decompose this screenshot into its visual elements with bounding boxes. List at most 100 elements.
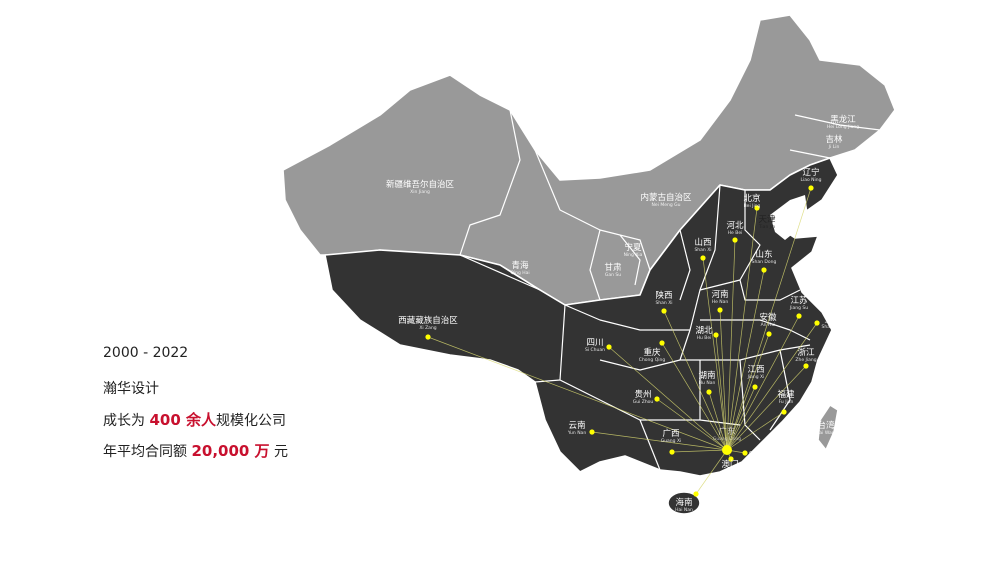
- region-name-en: Xi Zang: [419, 325, 437, 331]
- region-name-cn: 福建: [777, 390, 795, 400]
- location-dot-liaoning: [808, 185, 814, 191]
- region-name-cn: 青海: [511, 261, 529, 271]
- region-name-en: He Bei: [727, 230, 743, 236]
- region-label-shanxi: 山西 Shan Xi: [694, 239, 711, 253]
- hainan-island: [667, 491, 701, 515]
- region-label-jilin: 吉林 Ji Lin: [825, 136, 842, 150]
- connector-line-xizang: [427, 336, 728, 451]
- region-label-xizang: 西藏藏族自治区 Xi Zang: [398, 317, 458, 331]
- location-dot-jiangsu: [796, 313, 802, 319]
- connector-line-henan: [719, 309, 728, 451]
- region-name-cn: 贵州: [634, 390, 652, 400]
- province-borders: [459, 109, 881, 471]
- region-name-cn: 西藏藏族自治区: [398, 316, 458, 326]
- region-label-guizhou: 贵州 Gui Zhou: [633, 391, 654, 405]
- region-label-shandong: 山东 Shan Dong: [752, 251, 777, 265]
- region-name-cn: 广西: [662, 429, 680, 439]
- region-name-cn: 浙江: [797, 348, 815, 358]
- region-name-en: Jiang Su: [789, 305, 809, 311]
- region-name-en: Zhe Jiang: [795, 357, 817, 363]
- location-dot-jiangxi: [752, 384, 758, 390]
- location-dot-beijing: [754, 205, 760, 211]
- region-name-en: An Hui: [760, 322, 776, 328]
- region-label-taiwan: 台湾 Tai Wan: [817, 422, 834, 436]
- location-dot-hubei: [713, 332, 719, 338]
- region-label-jiangsu: 江苏 Jiang Su: [790, 297, 808, 311]
- growth-suffix: 规模化公司: [216, 413, 286, 429]
- region-name-en: Chong Qing: [638, 357, 666, 363]
- region-label-fujian: 福建 Fu Jian: [777, 391, 794, 405]
- region-name-cn: 山西: [694, 238, 712, 248]
- region-label-neimenggu: 内蒙古自治区 Nei Meng Gu: [640, 194, 691, 208]
- region-name-cn: 海南: [675, 498, 693, 508]
- connector-line-fujian: [726, 411, 785, 451]
- region-label-hubei: 湖北 Hu Bei: [695, 327, 712, 341]
- region-name-en: Shang Hai: [821, 324, 845, 330]
- region-name-cn: 上海: [824, 315, 842, 325]
- growth-statement: 成长为 400 余人规模化公司: [103, 409, 286, 430]
- region-name-en: Tian Jin: [758, 224, 776, 230]
- region-label-henan: 河南 He Nan: [711, 291, 728, 305]
- years-range: 2000 - 2022: [103, 345, 189, 361]
- region-name-en: Fu Jian: [778, 399, 794, 405]
- region-name-en: Xin Jiang: [410, 189, 430, 195]
- contract-statement: 年平均合同额 20,000 万 元: [103, 440, 288, 461]
- region-label-shaanxi: 陕西 Shan Xi: [655, 292, 672, 306]
- region-name-cn: 四川: [586, 338, 604, 348]
- region-label-liaoning: 辽宁 Liao Ning: [800, 169, 821, 183]
- region-name-cn: 河南: [711, 290, 729, 300]
- connector-line-shaanxi: [663, 310, 728, 451]
- region-label-hebei: 河北 He Bei: [726, 222, 743, 236]
- region-name-cn: 湖北: [695, 326, 713, 336]
- region-label-beijing: 北京 Bei Jing: [743, 195, 760, 209]
- region-label-xianggang: 香港 Hong Kong: [745, 452, 769, 466]
- contract-highlight: 20,000 万: [191, 442, 270, 460]
- region-name-en: Macau: [722, 469, 738, 475]
- region-name-cn: 香港: [748, 451, 766, 461]
- connector-line-jiangxi: [726, 386, 756, 451]
- location-dot-henan: [717, 307, 723, 313]
- connector-line-anhui: [726, 333, 770, 451]
- connector-line-shanxi: [702, 257, 728, 451]
- region-label-yunnan: 云南 Yun Nan: [568, 422, 586, 436]
- location-dot-xianggang: [742, 450, 748, 456]
- region-label-chongqing: 重庆 Chong Qing: [639, 349, 665, 363]
- region-name-cn: 新疆维吾尔自治区: [385, 180, 455, 190]
- region-name-en: Hei Long Jiang: [826, 124, 860, 130]
- region-name-en: Qing Hai: [510, 270, 530, 276]
- connector-line-hebei: [726, 239, 736, 451]
- location-dot-hunan: [706, 389, 712, 395]
- location-dot-hainan: [693, 491, 699, 497]
- region-name-en: Hu Nan: [698, 380, 716, 386]
- growth-highlight: 400 余人: [149, 411, 216, 429]
- region-name-en: Liao Ning: [800, 177, 822, 183]
- region-name-en: Hai Nan: [675, 507, 693, 513]
- location-dot-guizhou: [654, 396, 660, 402]
- covered-region-south-east: [324, 157, 839, 477]
- region-name-cn: 甘肃: [604, 263, 622, 273]
- region-label-jiangxi: 江西 Jiang Xi: [747, 366, 764, 380]
- region-name-cn: 广东: [718, 427, 736, 437]
- connector-line-yunnan: [591, 431, 728, 451]
- region-name-cn: 吉林: [825, 135, 843, 145]
- region-label-aomen: 澳门 Macau: [721, 461, 738, 475]
- region-name-cn: 内蒙古自治区: [640, 193, 692, 203]
- location-dot-fujian: [781, 409, 787, 415]
- region-label-hainan: 海南 Hai Nan: [675, 499, 693, 513]
- connector-line-jiangsu: [726, 315, 800, 451]
- region-label-sichuan: 四川 Si Chuan: [585, 339, 605, 353]
- connector-line-hubei: [715, 334, 728, 451]
- region-label-anhui: 安徽 An Hui: [759, 314, 776, 328]
- region-name-en: Shan Dong: [751, 259, 777, 265]
- location-dot-shaanxi: [661, 308, 667, 314]
- connector-line-liaoning: [726, 187, 812, 451]
- location-dot-aomen: [728, 456, 734, 462]
- region-label-xinjiang: 新疆维吾尔自治区 Xin Jiang: [386, 181, 454, 195]
- region-name-en: Hong Kong: [744, 460, 770, 466]
- connector-line-hunan: [708, 391, 728, 451]
- connector-line-beijing: [726, 207, 758, 451]
- region-label-guangdong: 广东 Guang Dong: [713, 428, 741, 442]
- region-name-en: He Nan: [711, 299, 729, 305]
- connector-line-guizhou: [656, 398, 728, 451]
